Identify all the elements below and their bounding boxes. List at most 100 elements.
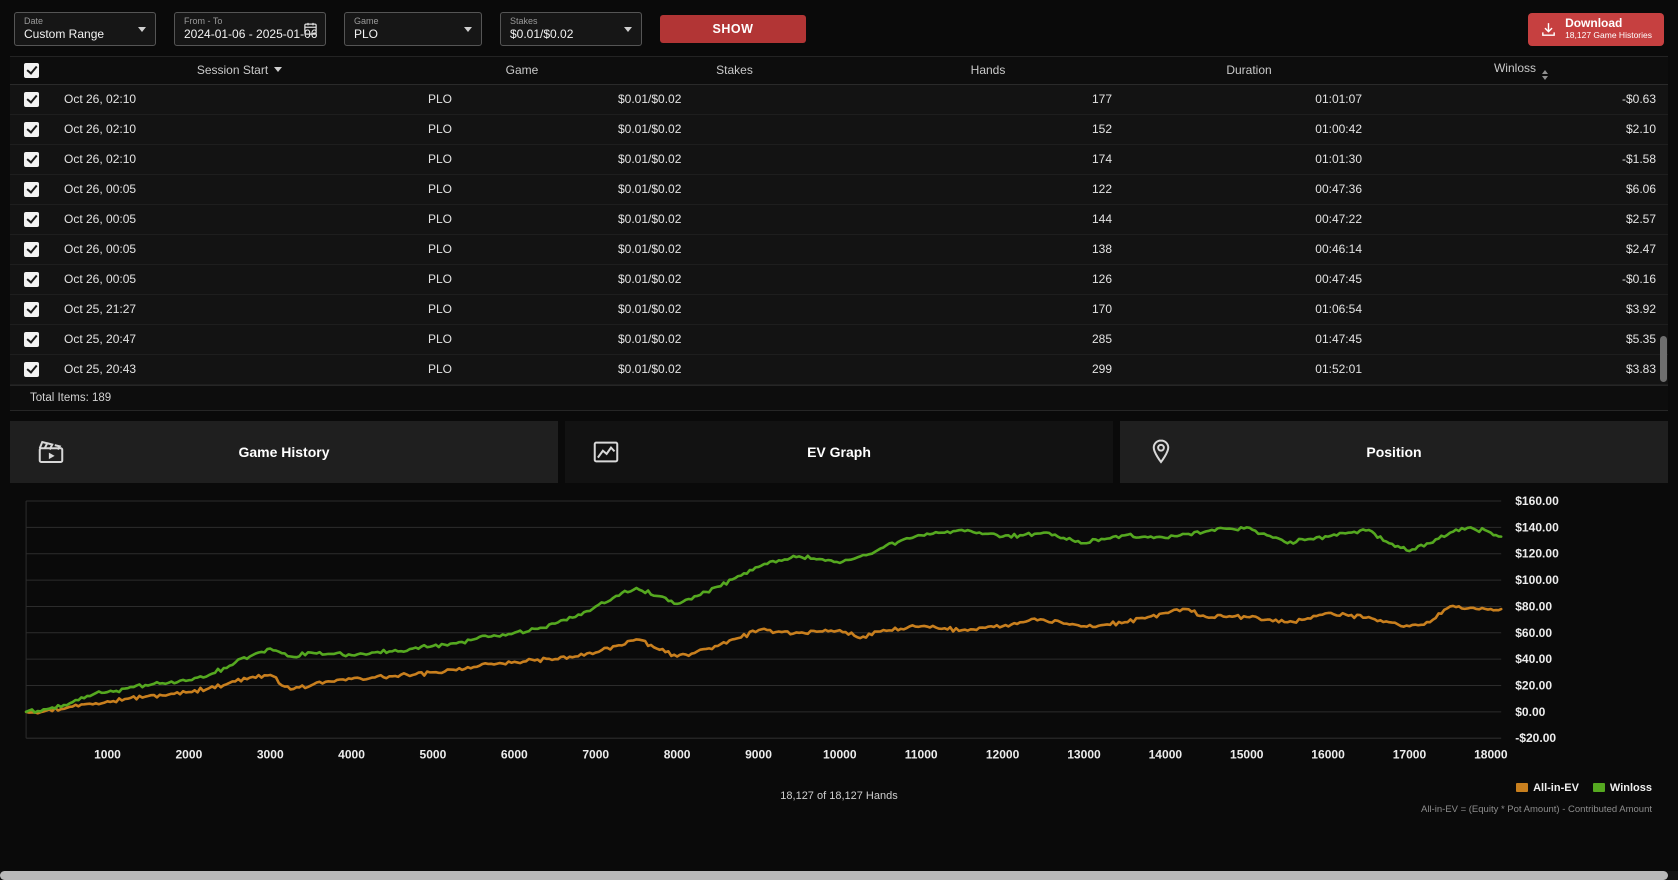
- row-checkbox[interactable]: [24, 91, 39, 107]
- svg-text:$120.00: $120.00: [1515, 546, 1559, 560]
- row-checkbox[interactable]: [24, 331, 39, 347]
- table-row[interactable]: Oct 25, 20:43 PLO $0.01/$0.02 299 01:52:01 $3…: [10, 354, 1668, 385]
- cell-game: PLO: [427, 294, 617, 325]
- scrollbar-thumb[interactable]: [1660, 335, 1667, 382]
- table-row[interactable]: Oct 26, 00:05 PLO $0.01/$0.02 126 00:47:45 -$…: [10, 264, 1668, 295]
- cell-stakes: $0.01/$0.02: [617, 174, 852, 205]
- cell-session-start: Oct 26, 00:05: [52, 174, 427, 205]
- tab-position[interactable]: Position: [1120, 420, 1668, 483]
- select-all-checkbox[interactable]: [24, 62, 39, 78]
- tab-label: EV Graph: [807, 443, 871, 460]
- row-checkbox[interactable]: [24, 301, 39, 317]
- cell-stakes: $0.01/$0.02: [617, 294, 852, 325]
- game-select[interactable]: Game PLO: [344, 12, 482, 46]
- cell-winloss: $2.47: [1374, 234, 1668, 265]
- show-button[interactable]: SHOW: [660, 15, 806, 43]
- date-range-select[interactable]: Date Custom Range: [14, 12, 156, 46]
- from-to-label: From - To: [184, 16, 223, 26]
- table-row[interactable]: Oct 25, 21:27 PLO $0.01/$0.02 170 01:06:54 $3…: [10, 294, 1668, 325]
- cell-winloss: $5.35: [1374, 324, 1668, 355]
- table-row[interactable]: Oct 26, 02:10 PLO $0.01/$0.02 174 01:01:30 -$…: [10, 144, 1668, 175]
- table-row[interactable]: Oct 26, 02:10 PLO $0.01/$0.02 177 01:01:07 -$…: [10, 84, 1668, 115]
- cell-game: PLO: [427, 324, 617, 355]
- scrollbar-thumb[interactable]: [0, 871, 1668, 880]
- svg-text:$160.00: $160.00: [1515, 494, 1559, 508]
- svg-text:$100.00: $100.00: [1515, 573, 1559, 587]
- ev-chart-svg: $160.00 $140.00 $120.00 $100.00 $80.00 $60.00…: [24, 494, 1559, 761]
- cell-duration: 01:01:07: [1124, 84, 1374, 115]
- ev-graph-panel: $160.00 $140.00 $120.00 $100.00 $80.00 $60.00…: [10, 491, 1668, 826]
- ev-graph-icon: [591, 437, 621, 467]
- sort-icon: [1542, 69, 1548, 80]
- legend-winloss[interactable]: Winloss: [1592, 782, 1652, 794]
- cell-stakes: $0.01/$0.02: [617, 324, 852, 355]
- row-checkbox[interactable]: [24, 181, 39, 197]
- legend-all-in-ev[interactable]: All-in-EV: [1516, 782, 1579, 794]
- cell-session-start: Oct 26, 00:05: [52, 234, 427, 265]
- horizontal-scrollbar[interactable]: [0, 871, 1678, 880]
- cell-duration: 00:47:36: [1124, 174, 1374, 205]
- row-checkbox[interactable]: [24, 361, 39, 377]
- cell-duration: 00:47:45: [1124, 264, 1374, 295]
- tab-game-history[interactable]: Game History: [10, 420, 558, 483]
- row-checkbox[interactable]: [24, 151, 39, 167]
- column-header-stakes[interactable]: Stakes: [617, 57, 852, 85]
- table-row[interactable]: Oct 26, 00:05 PLO $0.01/$0.02 138 00:46:14 $2…: [10, 234, 1668, 265]
- svg-text:$60.00: $60.00: [1515, 625, 1552, 639]
- cell-game: PLO: [427, 114, 617, 145]
- cell-hands: 122: [852, 174, 1124, 205]
- game-label: Game: [354, 16, 379, 26]
- svg-text:18000: 18000: [1474, 747, 1508, 761]
- svg-text:8000: 8000: [664, 747, 691, 761]
- cell-winloss: -$1.58: [1374, 144, 1668, 175]
- column-header-session-start[interactable]: Session Start: [52, 57, 427, 85]
- cell-game: PLO: [427, 354, 617, 385]
- cell-hands: 170: [852, 294, 1124, 325]
- cell-hands: 285: [852, 324, 1124, 355]
- cell-session-start: Oct 26, 02:10: [52, 114, 427, 145]
- cell-game: PLO: [427, 264, 617, 295]
- column-header-winloss[interactable]: Winloss: [1374, 57, 1668, 85]
- svg-text:3000: 3000: [257, 747, 284, 761]
- cell-session-start: Oct 25, 21:27: [52, 294, 427, 325]
- cell-game: PLO: [427, 144, 617, 175]
- calendar-icon: [303, 21, 318, 36]
- svg-text:9000: 9000: [745, 747, 772, 761]
- row-checkbox[interactable]: [24, 271, 39, 287]
- column-header-duration[interactable]: Duration: [1124, 57, 1374, 85]
- cell-stakes: $0.01/$0.02: [617, 84, 852, 115]
- svg-text:1000: 1000: [94, 747, 121, 761]
- select-all-header: [10, 57, 52, 85]
- chevron-down-icon: [464, 27, 472, 32]
- app-root: Date Custom Range From - To 2024-01-06 -…: [0, 0, 1678, 826]
- date-range-label: Date: [24, 16, 44, 26]
- cell-stakes: $0.01/$0.02: [617, 354, 852, 385]
- svg-text:16000: 16000: [1311, 747, 1345, 761]
- table-scrollbar[interactable]: [1659, 85, 1668, 384]
- table-row[interactable]: Oct 26, 02:10 PLO $0.01/$0.02 152 01:00:42 $2…: [10, 114, 1668, 145]
- cell-winloss: $2.57: [1374, 204, 1668, 235]
- cell-stakes: $0.01/$0.02: [617, 204, 852, 235]
- cell-game: PLO: [427, 204, 617, 235]
- row-checkbox[interactable]: [24, 241, 39, 257]
- column-header-game[interactable]: Game: [427, 57, 617, 85]
- cell-session-start: Oct 26, 02:10: [52, 84, 427, 115]
- date-from-to-input[interactable]: From - To 2024-01-06 - 2025-01-06: [174, 12, 326, 46]
- svg-text:5000: 5000: [420, 747, 447, 761]
- tab-ev-graph[interactable]: EV Graph: [565, 420, 1113, 483]
- cell-duration: 01:47:45: [1124, 324, 1374, 355]
- session-table-body: Oct 26, 02:10 PLO $0.01/$0.02 177 01:01:07 -$…: [10, 84, 1668, 385]
- cell-winloss: $6.06: [1374, 174, 1668, 205]
- cell-game: PLO: [427, 174, 617, 205]
- table-row[interactable]: Oct 26, 00:05 PLO $0.01/$0.02 122 00:47:36 $6…: [10, 174, 1668, 205]
- row-checkbox[interactable]: [24, 211, 39, 227]
- download-button[interactable]: Download 18,127 Game Histories: [1528, 12, 1664, 46]
- column-header-hands[interactable]: Hands: [852, 57, 1124, 85]
- table-row[interactable]: Oct 26, 00:05 PLO $0.01/$0.02 144 00:47:22 $2…: [10, 204, 1668, 235]
- cell-stakes: $0.01/$0.02: [617, 144, 852, 175]
- row-checkbox[interactable]: [24, 121, 39, 137]
- stakes-select[interactable]: Stakes $0.01/$0.02: [500, 12, 642, 46]
- table-row[interactable]: Oct 25, 20:47 PLO $0.01/$0.02 285 01:47:45 $5…: [10, 324, 1668, 355]
- svg-text:11000: 11000: [905, 747, 938, 761]
- cell-duration: 01:06:54: [1124, 294, 1374, 325]
